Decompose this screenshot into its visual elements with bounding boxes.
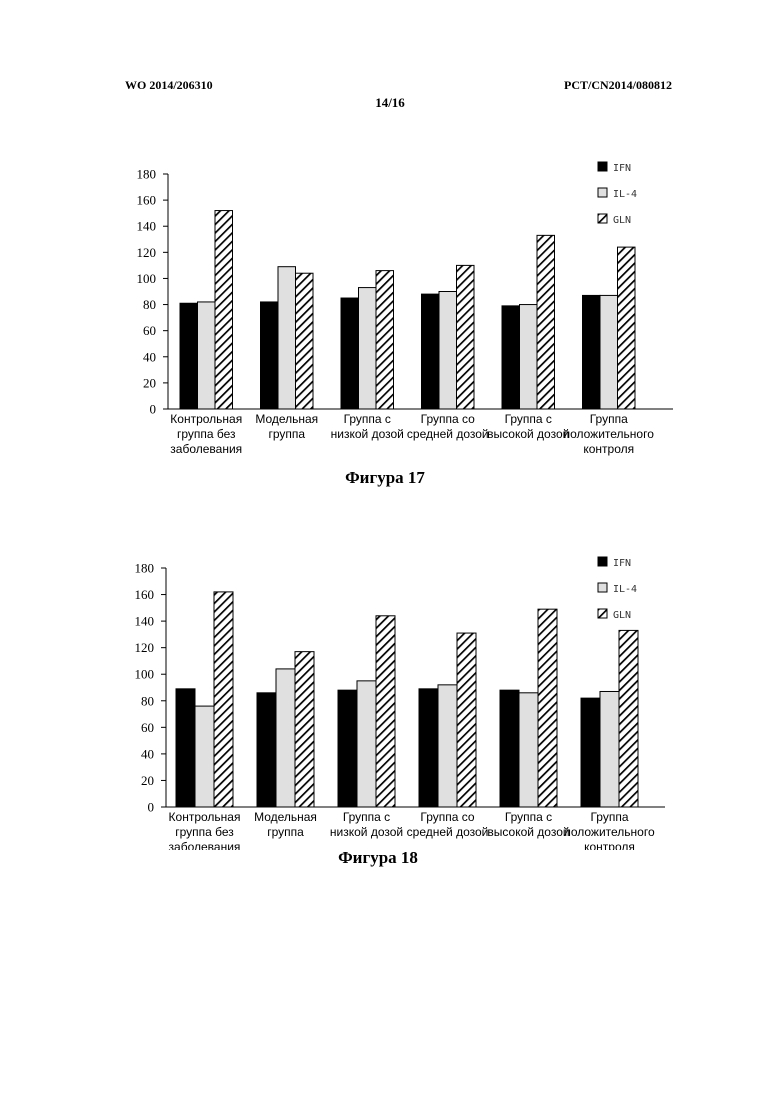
y-tick-label: 140 xyxy=(137,219,157,234)
y-tick-label: 140 xyxy=(135,614,155,629)
figure-17-chart: 0 20 40 60 80 100 120 140 160 180 Контрольнаягрупп… xyxy=(0,150,780,465)
legend-swatch xyxy=(598,214,607,223)
y-tick-label: 0 xyxy=(148,800,155,815)
bar-gln xyxy=(376,616,395,807)
document-id: WO 2014/206310 xyxy=(125,78,213,93)
bar-il4 xyxy=(519,693,538,807)
legend-swatch xyxy=(598,557,607,566)
bar-il4 xyxy=(357,681,376,807)
bar-il4 xyxy=(600,691,619,807)
bar-il4 xyxy=(198,302,216,409)
legend-swatch xyxy=(598,188,607,197)
y-tick-label: 120 xyxy=(137,245,157,260)
legend-swatch xyxy=(598,609,607,618)
category-label: Группа свысокой дозой xyxy=(487,412,569,441)
category-label: Модельнаягруппа xyxy=(254,810,317,839)
y-tick-label: 20 xyxy=(141,773,154,788)
category-label: Группа снизкой дозой xyxy=(331,412,404,441)
bar-gln xyxy=(457,265,475,409)
category-label: Контрольнаягруппа беззаболевания xyxy=(170,412,242,456)
bar-ifn xyxy=(583,295,601,409)
bar-il4 xyxy=(600,295,618,409)
bar-gln xyxy=(295,652,314,807)
y-tick-label: 160 xyxy=(135,587,155,602)
y-tick-label: 80 xyxy=(143,297,156,312)
bar-il4 xyxy=(195,706,214,807)
bar-gln xyxy=(537,235,555,409)
bar-ifn xyxy=(176,689,195,807)
category-label: Группаположительногоконтроля xyxy=(564,810,655,850)
bar-il4 xyxy=(278,267,296,409)
bar-gln xyxy=(619,630,638,807)
legend-label: GLN xyxy=(613,610,631,621)
y-tick-label: 160 xyxy=(137,193,157,208)
category-label: Группа сосредней дозой xyxy=(407,412,489,441)
legend-label: IFN xyxy=(613,163,631,174)
legend-swatch xyxy=(598,583,607,592)
bar-ifn xyxy=(422,294,440,409)
bar-il4 xyxy=(359,288,377,409)
y-tick-label: 40 xyxy=(143,349,156,364)
bar-il4 xyxy=(438,685,457,807)
legend-swatch xyxy=(598,162,607,171)
page-number: 14/16 xyxy=(0,95,780,111)
y-tick-label: 100 xyxy=(137,271,157,286)
legend-label: IL-4 xyxy=(613,584,637,595)
y-tick-label: 180 xyxy=(135,561,155,576)
bar-gln xyxy=(214,592,233,807)
y-tick-label: 180 xyxy=(137,167,157,182)
bar-ifn xyxy=(338,690,357,807)
bar-il4 xyxy=(439,292,457,410)
figure-18-caption: Фигура 18 xyxy=(0,848,768,868)
legend-label: IL-4 xyxy=(613,189,637,200)
category-label: Модельнаягруппа xyxy=(255,412,318,441)
figure-18-chart: 0 20 40 60 80 100 120 140 160 180 Контрольнаягрупп… xyxy=(0,545,780,850)
legend-label: GLN xyxy=(613,215,631,226)
bar-ifn xyxy=(500,690,519,807)
bar-ifn xyxy=(419,689,438,807)
y-tick-label: 0 xyxy=(150,402,157,417)
bar-ifn xyxy=(261,302,279,409)
legend-label: IFN xyxy=(613,558,631,569)
bar-ifn xyxy=(502,306,520,409)
bar-ifn xyxy=(581,698,600,807)
category-label: Группа сосредней дозой xyxy=(407,810,489,839)
bar-ifn xyxy=(257,693,276,807)
bar-gln xyxy=(538,609,557,807)
y-tick-label: 20 xyxy=(143,375,156,390)
y-tick-label: 100 xyxy=(135,667,155,682)
bar-gln xyxy=(376,271,394,409)
bar-gln xyxy=(296,273,314,409)
bar-gln xyxy=(457,633,476,807)
figure-17-caption: Фигура 17 xyxy=(0,468,775,488)
y-tick-label: 60 xyxy=(141,720,154,735)
y-tick-label: 120 xyxy=(135,640,155,655)
category-label: Группаположительногоконтроля xyxy=(564,412,655,456)
bar-il4 xyxy=(276,669,295,807)
y-tick-label: 60 xyxy=(143,323,156,338)
bar-ifn xyxy=(341,298,359,409)
category-label: Контрольнаягруппа беззаболевания xyxy=(169,810,241,850)
category-label: Группа снизкой дозой xyxy=(330,810,403,839)
bar-ifn xyxy=(180,303,198,409)
bar-gln xyxy=(215,211,233,409)
category-label: Группа свысокой дозой xyxy=(487,810,569,839)
y-tick-label: 40 xyxy=(141,746,154,761)
y-tick-label: 80 xyxy=(141,693,154,708)
bar-gln xyxy=(618,247,636,409)
bar-il4 xyxy=(520,305,538,409)
application-id: PCT/CN2014/080812 xyxy=(564,78,672,93)
